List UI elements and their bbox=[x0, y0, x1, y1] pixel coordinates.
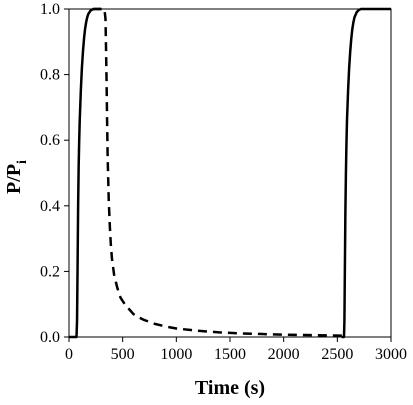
y-tick-label: 0.6 bbox=[40, 132, 60, 149]
x-axis-label: Time (s) bbox=[195, 377, 265, 399]
series-layer bbox=[69, 7, 391, 339]
y-axis-label-sub: i bbox=[15, 160, 30, 164]
x-tick-label: 500 bbox=[111, 346, 135, 363]
y-tick-label: 0.4 bbox=[40, 198, 60, 215]
x-tick-label: 2000 bbox=[268, 346, 300, 363]
series-line-3 bbox=[341, 7, 391, 339]
svg-text:P/Pi: P/Pi bbox=[3, 160, 30, 194]
y-tick-label: 0.0 bbox=[40, 329, 60, 346]
y-axis-label: P/Pi bbox=[3, 160, 30, 194]
x-tick-label: 2500 bbox=[321, 346, 353, 363]
y-tick-label: 0.8 bbox=[40, 67, 60, 84]
y-axis-label-main: P/P bbox=[3, 164, 25, 194]
y-tick-label: 1.0 bbox=[40, 1, 60, 18]
y-tick-label: 0.2 bbox=[40, 263, 60, 280]
x-tick-label: 1500 bbox=[214, 346, 246, 363]
x-tick-label: 3000 bbox=[375, 346, 407, 363]
series-line-2 bbox=[92, 7, 343, 337]
ticks-layer: 0 500 1000 1500 2000 2500 3000 0.0 0.2 0.4 0.6 0.8 1… bbox=[40, 1, 407, 363]
x-tick-label: 0 bbox=[65, 346, 73, 363]
series-line-1 bbox=[69, 7, 102, 339]
x-tick-label: 1000 bbox=[160, 346, 192, 363]
